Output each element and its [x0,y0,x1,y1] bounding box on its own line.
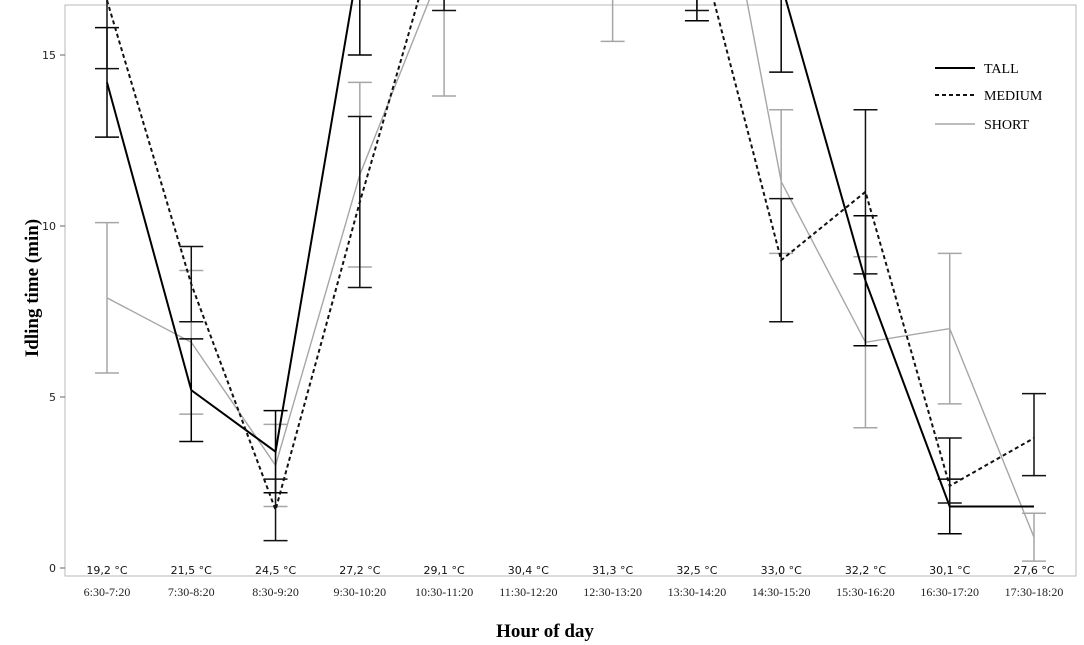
error-bar-short [1022,512,1046,562]
error-bar-medium [684,0,709,12]
x-tick-label: 10:30-11:20 [415,585,473,599]
temperature-labels: 19,2 °C 21,5 °C 24,5 °C 27,2 °C 29,1 °C 30,4 … [86,564,1054,577]
y-tick-label: 15 [42,49,56,62]
x-tick-label: 17:30-18:20 [1005,585,1064,599]
x-tick-label: 13:30-14:20 [668,585,727,599]
temperature-label: 21,5 °C [171,564,212,577]
x-tick-label: 14:30-15:20 [752,585,811,599]
temperature-label: 27,2 °C [339,564,380,577]
error-bar-short [600,0,625,43]
error-bar-tall [769,0,794,73]
error-bar-medium [263,478,288,542]
error-bar-medium [937,437,962,504]
error-bar-medium [347,115,372,289]
temperature-label: 31,3 °C [592,564,633,577]
x-axis-ticks: 6:30-7:20 7:30-8:20 8:30-9:20 9:30-10:20 10:… [84,585,1064,599]
y-tick-label: 5 [49,391,56,404]
x-tick-label: 15:30-16:20 [836,585,895,599]
error-bar-short [432,0,457,97]
y-axis-ticks: 051015202530 [42,49,65,575]
series-line-tall [106,0,1034,508]
temperature-label: 29,1 °C [424,564,465,577]
x-tick-label: 7:30-8:20 [168,585,215,599]
temperature-label: 30,1 °C [929,564,970,577]
error-bar-medium [769,197,794,323]
x-tick-label: 12:30-13:20 [583,585,642,599]
legend-label-short: SHORT [984,118,1030,133]
y-tick-label: 0 [49,562,56,575]
legend-label-tall: TALL [984,62,1019,77]
temperature-label: 33,0 °C [761,564,802,577]
x-axis-title: Hour of day [496,621,594,642]
y-tick-label: 10 [42,220,56,233]
error-bar-medium [179,245,204,323]
temperature-label: 32,5 °C [676,564,717,577]
plot-frame [64,4,1077,577]
series-line-short [106,0,1035,538]
error-bar-medium [1022,392,1046,477]
temperature-label: 19,2 °C [86,564,127,577]
series-medium [95,0,1046,542]
x-tick-label: 8:30-9:20 [252,585,299,599]
temperature-label: 27,6 °C [1013,564,1054,577]
series-layer [95,0,1046,562]
error-bar-tall [179,338,204,443]
temperature-label: 32,2 °C [845,564,886,577]
legend: TALL MEDIUM SHORT [935,62,1043,133]
x-tick-label: 9:30-10:20 [333,585,386,599]
error-bar-medium [853,108,878,275]
error-bar-medium [95,0,119,70]
x-tick-label: 6:30-7:20 [84,585,131,599]
x-tick-label: 11:30-12:20 [499,585,557,599]
error-bar-short [937,252,962,405]
temperature-label: 30,4 °C [508,564,549,577]
error-bar-medium [432,0,457,12]
x-tick-label: 16:30-17:20 [920,585,979,599]
error-bar-tall [684,0,709,22]
error-bar-short [95,221,119,374]
temperature-label: 24,5 °C [255,564,296,577]
legend-label-medium: MEDIUM [984,89,1043,104]
error-bar-tall [347,0,372,56]
y-axis-title: Idling time (min) [22,219,43,357]
